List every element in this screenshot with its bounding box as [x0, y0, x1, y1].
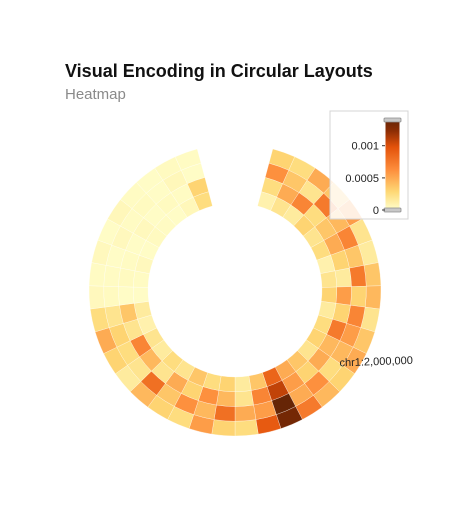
color-legend: 0 0.0005 0.001	[329, 110, 409, 220]
legend-tick-label: 0	[373, 205, 379, 217]
legend-ticks: 0 0.0005 0.001	[345, 141, 385, 217]
heatmap-cell[interactable]	[234, 390, 254, 407]
heatmap-cell[interactable]	[213, 404, 236, 422]
heatmap-cell[interactable]	[118, 286, 135, 306]
heatmap-cell[interactable]	[103, 286, 120, 308]
legend-max-handle[interactable]	[383, 117, 402, 123]
heatmap-cell[interactable]	[88, 262, 107, 287]
heatmap-cell[interactable]	[321, 286, 337, 304]
heatmap-cell[interactable]	[211, 419, 236, 437]
heatmap-cell[interactable]	[216, 390, 236, 407]
heatmap-cell[interactable]	[364, 285, 382, 310]
chart-title: Visual Encoding in Circular Layouts	[65, 61, 373, 81]
heatmap-cell[interactable]	[234, 419, 259, 437]
legend-tick-label: 0.001	[351, 141, 379, 153]
legend-gradient-bar	[384, 119, 401, 211]
heatmap-cell[interactable]	[133, 286, 149, 304]
heatmap-cell[interactable]	[335, 286, 352, 306]
chart-subtitle: Heatmap	[65, 86, 126, 103]
heatmap-cell[interactable]	[363, 262, 382, 287]
heatmap-cell[interactable]	[349, 265, 367, 287]
heatmap-cell[interactable]	[234, 375, 252, 392]
heatmap-cell[interactable]	[88, 285, 106, 310]
heatmap-cell[interactable]	[103, 265, 121, 287]
legend-min-handle[interactable]	[383, 207, 402, 213]
heatmap-cell[interactable]	[350, 286, 367, 308]
heatmap-cell[interactable]	[118, 267, 136, 288]
heatmap-cell[interactable]	[334, 267, 352, 288]
heatmap-cell[interactable]	[234, 404, 257, 422]
chromosome-axis-label: chr1:2,000,000	[339, 355, 413, 370]
heatmap-cell[interactable]	[193, 191, 213, 211]
heatmap-cell[interactable]	[218, 375, 236, 392]
axis-label-group: chr1:2,000,000	[339, 355, 413, 370]
heatmap-cell[interactable]	[133, 270, 150, 288]
legend-tick-label: 0.0005	[345, 173, 379, 185]
heatmap-cell[interactable]	[320, 270, 337, 288]
